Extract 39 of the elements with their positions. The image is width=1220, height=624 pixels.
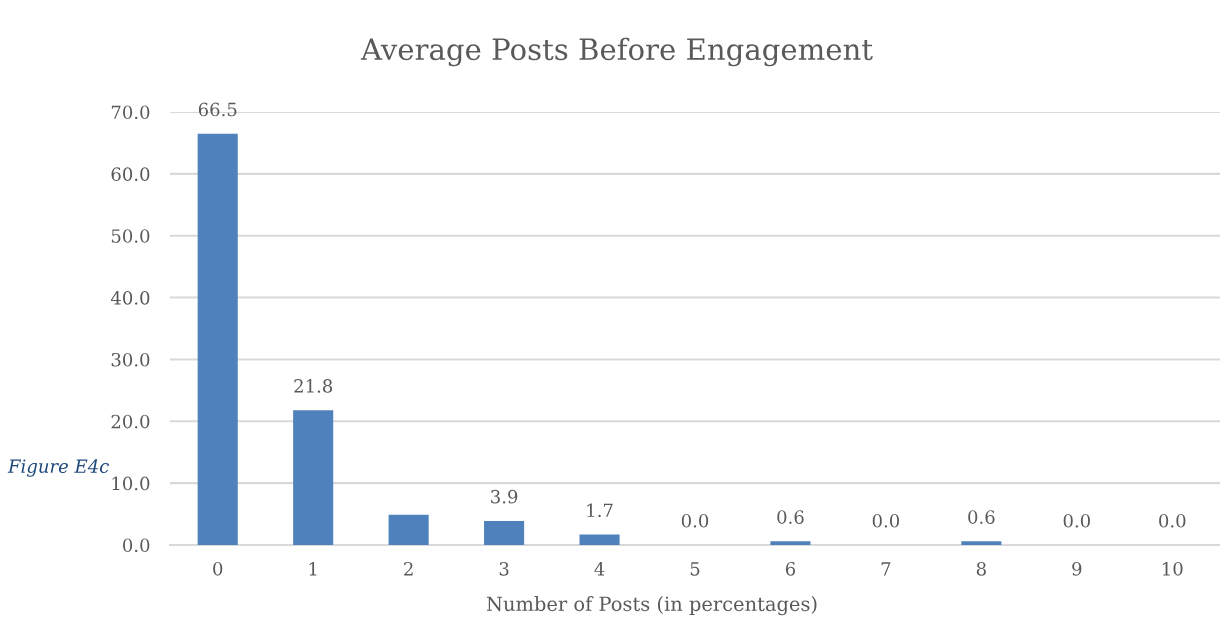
y-tick-label: 60.0 xyxy=(111,167,150,181)
y-tick-label: 20.0 xyxy=(111,414,150,429)
bar xyxy=(388,514,429,545)
x-tick-label: 0 xyxy=(213,561,223,576)
data-label: 0.6 xyxy=(968,510,995,524)
data-label: 21.8 xyxy=(294,379,333,393)
data-label: 0.6 xyxy=(777,510,804,524)
x-axis-title: Number of Posts (in percentages) xyxy=(486,596,817,616)
x-tick-label: 10 xyxy=(1162,561,1183,576)
x-tick-label: 6 xyxy=(785,561,796,576)
y-tick-label: 30.0 xyxy=(111,352,150,367)
bar xyxy=(579,534,620,545)
x-tick-label: 8 xyxy=(976,561,986,576)
data-label: 66.5 xyxy=(198,102,237,117)
y-tick-label: 40.0 xyxy=(110,291,150,305)
x-tick-label: 1 xyxy=(309,561,317,576)
bar xyxy=(961,541,1002,545)
x-tick-label: 4 xyxy=(594,561,605,576)
y-tick-label: 70.0 xyxy=(111,105,150,120)
y-tick-label: 0.0 xyxy=(123,538,150,553)
data-label: 3.9 xyxy=(491,489,518,504)
bar xyxy=(770,541,811,545)
data-label: 0.0 xyxy=(872,513,900,528)
chart-title: Average Posts Before Engagement xyxy=(360,37,873,67)
bar xyxy=(197,133,238,545)
x-tick-label: 7 xyxy=(881,562,891,576)
data-label: 0.0 xyxy=(1159,513,1186,528)
caption: Figure E4c xyxy=(7,459,109,477)
y-tick-label: 50.0 xyxy=(111,229,150,243)
x-tick-label: 9 xyxy=(1072,561,1082,576)
data-label: 1.7 xyxy=(587,503,613,518)
data-label: 0.0 xyxy=(681,513,709,528)
data-label: 0.0 xyxy=(1063,513,1090,528)
y-tick-label: 10.0 xyxy=(112,476,150,491)
x-tick-label: 2 xyxy=(404,561,413,576)
bar xyxy=(293,410,334,545)
x-tick-label: 5 xyxy=(690,562,700,576)
x-tick-label: 3 xyxy=(499,561,509,576)
bar xyxy=(484,520,525,545)
